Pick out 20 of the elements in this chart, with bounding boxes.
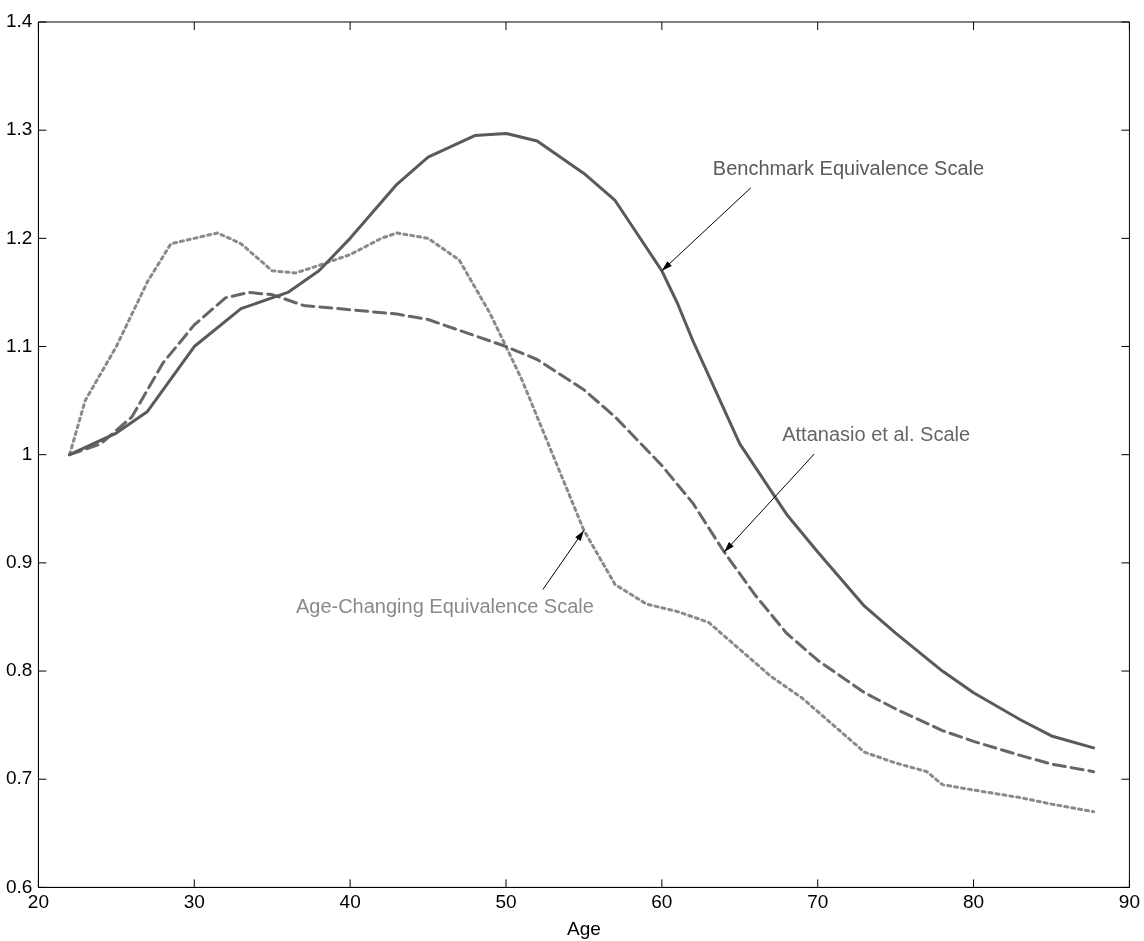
y-tick-label: 1.2 <box>5 226 33 248</box>
y-tick-label: 0.8 <box>5 659 33 681</box>
x-tick-label: 70 <box>807 891 829 913</box>
y-tick-label: 1.1 <box>5 334 33 356</box>
x-tick-label: 60 <box>651 891 673 913</box>
y-tick-label: 1 <box>21 442 33 464</box>
x-tick-label: 90 <box>1118 891 1140 913</box>
x-tick-label: 30 <box>183 891 205 913</box>
x-tick-label: 50 <box>495 891 517 913</box>
x-tick-label: 40 <box>339 891 361 913</box>
x-axis-title: Age <box>567 917 601 939</box>
y-tick-label: 0.7 <box>5 767 33 789</box>
text: Benchmark Equivalence Scale <box>712 157 985 180</box>
x-tick-label: 80 <box>963 891 985 913</box>
series-label: Age-Changing Equivalence Scale <box>295 594 594 617</box>
y-tick-label: 0.9 <box>5 551 33 573</box>
text: Attanasio et al. Scale <box>782 422 971 445</box>
y-tick-label: 1.4 <box>5 10 33 32</box>
y-tick-label: 1.3 <box>5 118 33 140</box>
line-series <box>68 231 1096 814</box>
